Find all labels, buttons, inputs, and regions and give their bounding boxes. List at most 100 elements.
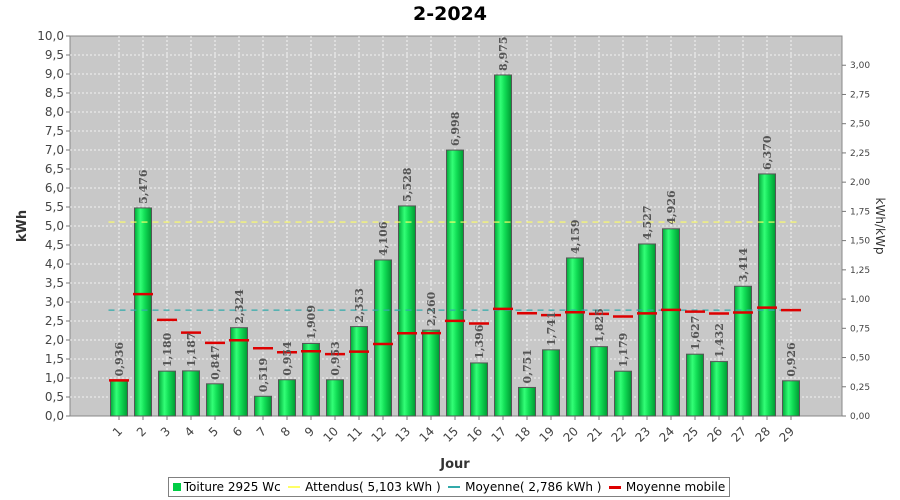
x-tick-label: 15 [440, 424, 461, 445]
x-tick-label: 2 [134, 424, 149, 439]
data-label: 1,432 [713, 323, 726, 357]
data-label: 1,627 [689, 316, 702, 350]
x-tick-label: 21 [584, 424, 605, 445]
y-right-tick-label: 2,50 [850, 120, 870, 130]
y-tick-label: 0,0 [45, 409, 64, 423]
bar-day-18 [518, 386, 536, 417]
y-tick-label: 9,5 [45, 48, 64, 62]
y-tick-label: 3,0 [45, 295, 64, 309]
x-tick-label: 3 [158, 424, 173, 439]
x-tick-label: 12 [368, 424, 389, 445]
data-label: 1,909 [305, 305, 318, 339]
legend-item-moving-average: Moyenne mobile [608, 480, 726, 494]
data-label: 2,353 [353, 288, 366, 322]
legend-item-average: Moyenne( 2,786 kWh ) [448, 480, 601, 494]
legend-item-bars: Toiture 2925 Wc [172, 480, 281, 494]
bar-day-13 [398, 205, 416, 417]
y-right-tick-label: 0,00 [850, 412, 870, 422]
y-tick-label: 8,5 [45, 86, 64, 100]
x-tick-label: 23 [632, 424, 653, 445]
y-axis-title: kWh [15, 210, 30, 242]
bar-day-27 [734, 285, 752, 417]
bar-day-9 [302, 342, 320, 417]
bar-day-10 [326, 379, 344, 417]
x-tick-label: 22 [608, 424, 629, 445]
y-right-tick-label: 2,00 [850, 178, 870, 188]
y-tick-label: 2,0 [45, 333, 64, 347]
bar-day-21 [590, 346, 608, 417]
data-label: 4,159 [569, 220, 582, 254]
data-label: 5,528 [401, 167, 414, 202]
bar-day-2 [134, 207, 152, 417]
y-axis-left: 0,0 0,5 1,0 1,5 2,0 2,5 3,0 3,5 4,0 4,5 5,0 5,5 6,0 6… [37, 29, 70, 423]
legend-swatch-bars [172, 483, 181, 491]
y-tick-label: 4,0 [45, 257, 64, 271]
bar-day-15 [446, 149, 464, 417]
y-right-tick-label: 1,00 [850, 295, 870, 305]
bar-day-3 [158, 370, 176, 417]
bar-day-22 [614, 370, 632, 417]
y-tick-label: 2,5 [45, 314, 64, 328]
x-tick-label: 10 [320, 424, 341, 445]
bar-day-5 [206, 383, 224, 417]
y-tick-label: 3,5 [45, 276, 64, 290]
x-tick-label: 27 [728, 424, 749, 445]
data-label: 0,519 [257, 358, 270, 392]
data-label: 4,106 [377, 221, 390, 256]
y-tick-label: 1,5 [45, 352, 64, 366]
y-tick-label: 5,0 [45, 219, 64, 233]
x-tick-label: 5 [206, 424, 221, 439]
x-tick-label: 29 [776, 424, 797, 445]
reference-lines [108, 221, 802, 311]
data-label: 0,751 [521, 349, 534, 383]
bar-day-4 [182, 370, 200, 417]
data-label: 0,936 [113, 342, 126, 377]
data-label: 3,414 [737, 247, 750, 282]
data-label: 1,396 [473, 324, 486, 359]
x-tick-label: 20 [560, 424, 581, 445]
y-tick-label: 5,5 [45, 200, 64, 214]
x-tick-label: 7 [254, 424, 269, 439]
y-right-tick-label: 1,25 [850, 266, 870, 276]
y-tick-label: 4,5 [45, 238, 64, 252]
x-tick-label: 1 [110, 424, 125, 439]
data-label: 0,847 [209, 345, 222, 379]
x-tick-label: 16 [464, 424, 485, 445]
x-tick-label: 11 [344, 424, 365, 445]
data-label: 0,926 [785, 342, 798, 377]
bar-series [110, 74, 800, 417]
x-tick-label: 24 [656, 424, 677, 445]
bar-day-11 [350, 326, 368, 417]
data-label: 4,926 [665, 190, 678, 225]
x-tick-label: 13 [392, 424, 413, 445]
data-label: 6,370 [761, 135, 774, 170]
x-axis-title: Jour [439, 457, 470, 472]
x-tick-label: 28 [752, 424, 773, 445]
x-tick-label: 8 [278, 424, 293, 439]
x-tick-label: 9 [302, 424, 317, 439]
legend-label-bars: Toiture 2925 Wc [183, 480, 281, 494]
data-label: 1,187 [185, 332, 198, 366]
moving-average-series [109, 292, 801, 382]
data-label: 0,954 [281, 341, 294, 376]
y-axis-right-title: kWh/kWp [873, 198, 887, 255]
y-right-tick-label: 0,75 [850, 324, 870, 334]
bar-day-28 [758, 173, 776, 417]
bar-day-16 [470, 362, 488, 417]
y-tick-label: 6,5 [45, 162, 64, 176]
bar-day-14 [422, 329, 440, 417]
x-tick-label: 25 [680, 424, 701, 445]
data-label: 5,476 [137, 169, 150, 204]
bar-day-23 [638, 243, 656, 417]
x-tick-label: 18 [512, 424, 533, 445]
data-labels: 0,936 5,476 1,180 1,187 0,847 2,324 0,519 0,954… [113, 36, 798, 392]
data-label: 4,527 [641, 206, 654, 240]
legend-label-moving-average: Moyenne mobile [625, 480, 726, 494]
legend: Toiture 2925 Wc Attendus( 5,103 kWh ) Mo… [168, 477, 730, 497]
y-right-tick-label: 1,50 [850, 237, 870, 247]
data-label: 6,998 [449, 111, 462, 146]
legend-swatch-moving-average [608, 485, 621, 489]
y-right-tick-label: 0,50 [850, 354, 870, 364]
y-tick-label: 7,0 [45, 143, 64, 157]
